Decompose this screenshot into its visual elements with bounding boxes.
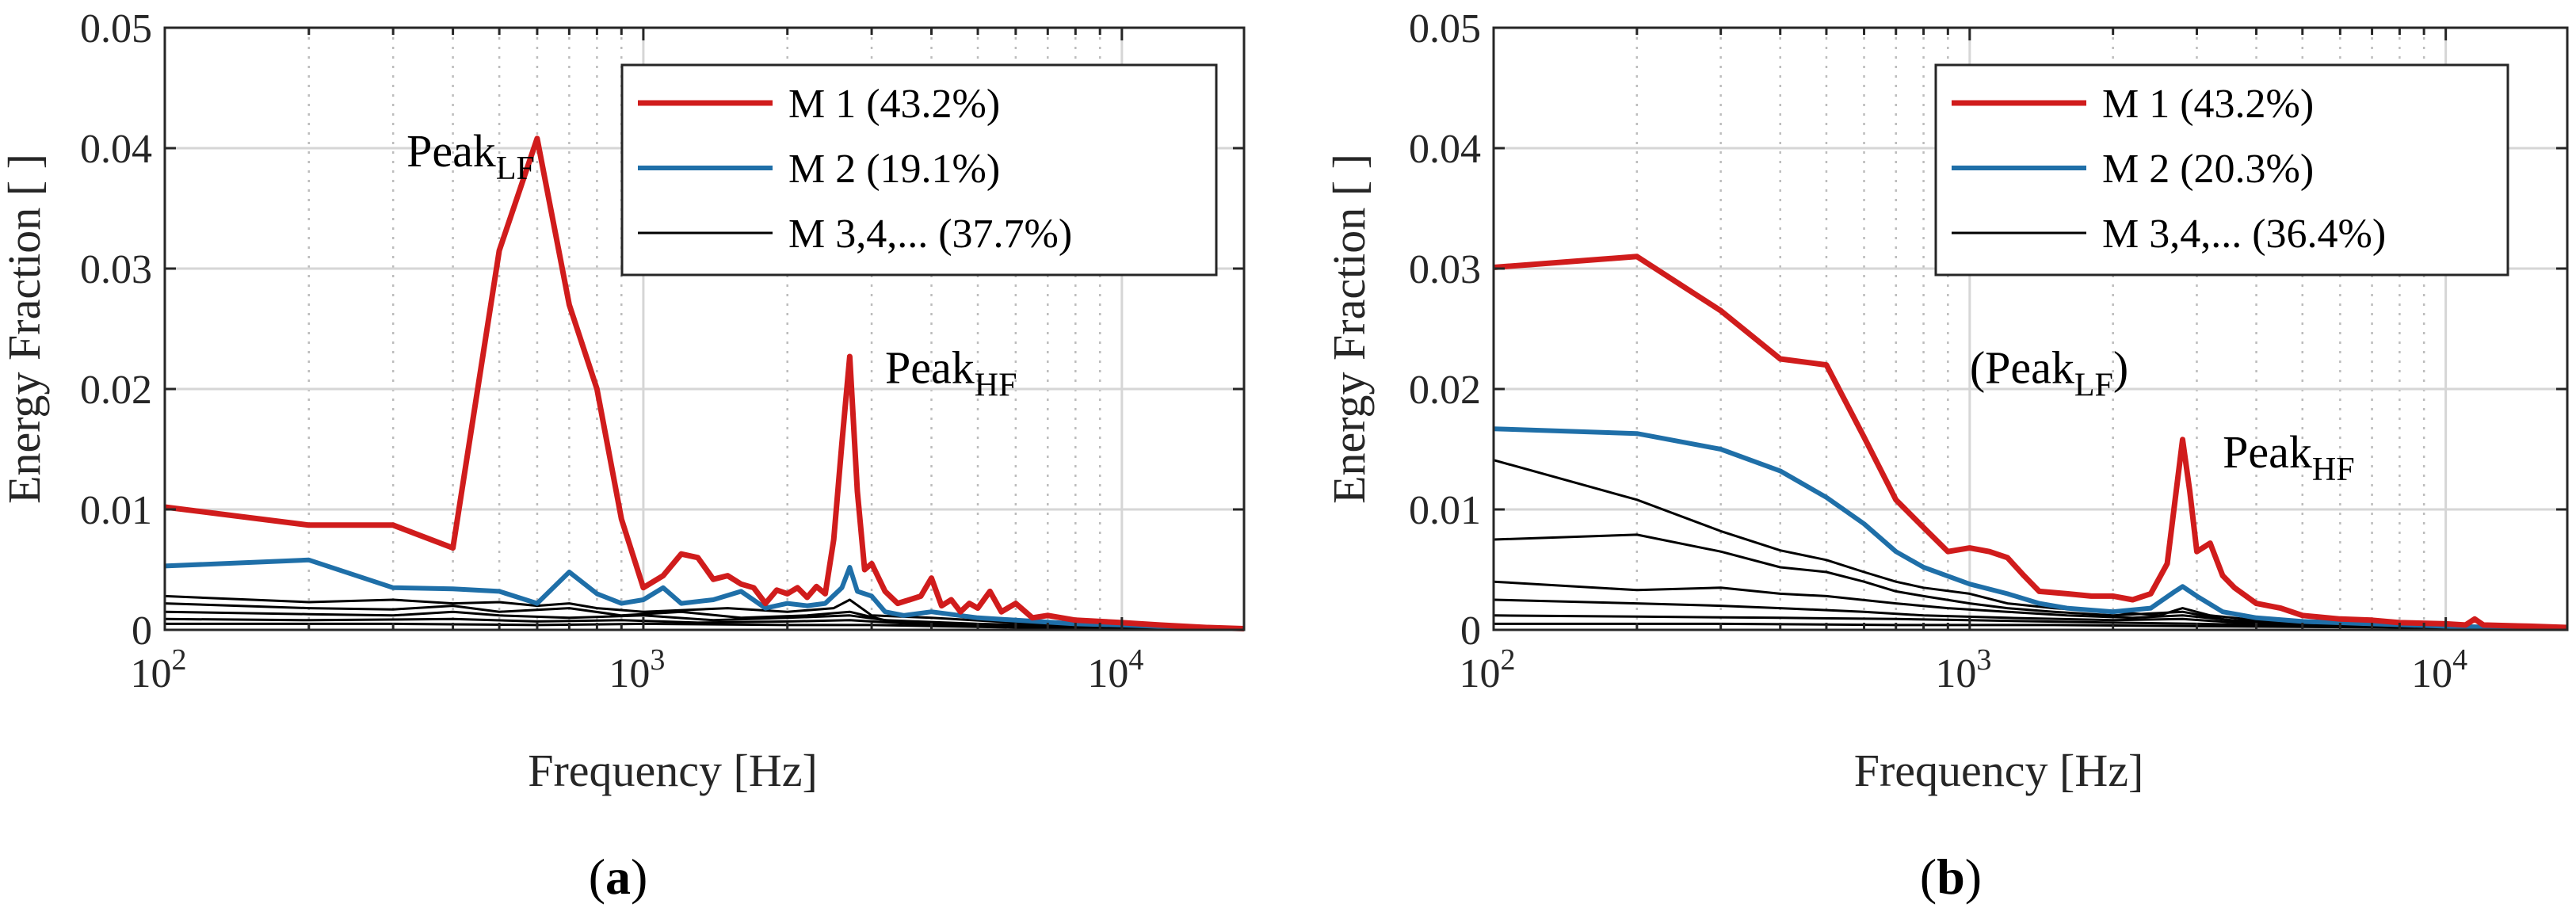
peak-annotation: PeakLF <box>406 125 535 187</box>
x-axis-label: Frequency [Hz] <box>1854 745 2144 796</box>
x-tick-base: 10 <box>1460 651 1501 696</box>
panel-label: (b) <box>1920 849 1982 905</box>
panel-label-close: ) <box>631 849 647 905</box>
series-line-m-4 <box>1493 533 2568 630</box>
x-tick-exponent: 4 <box>1128 643 1143 677</box>
y-tick-label: 0.01 <box>1409 488 1481 533</box>
legend-entry: M 2 (20.3%) <box>2102 147 2314 192</box>
annotation-main: Peak <box>1985 341 2074 393</box>
legend-entry: M 3,4,... (36.4%) <box>2102 212 2386 257</box>
x-tick-label: 104 <box>1087 643 1143 696</box>
peak-annotation: PeakHF <box>2223 426 2354 488</box>
panel-label: (a) <box>589 849 648 905</box>
legend-entry: M 1 (43.2%) <box>2102 82 2314 127</box>
x-axis-label: Frequency [Hz] <box>528 745 818 796</box>
x-axis: 102 103 104 <box>131 28 1143 696</box>
annotation-subscript: HF <box>2312 452 2355 488</box>
x-tick-exponent: 3 <box>650 643 665 677</box>
y-axis: 0 0.01 0.02 0.03 0.04 0.05 <box>80 6 1244 654</box>
plot-frame <box>1492 26 2569 631</box>
y-tick-label: 0.03 <box>80 247 152 292</box>
series-line-m-1 <box>1493 254 2568 631</box>
y-tick-label: 0 <box>132 608 152 654</box>
annotation-main: Peak <box>885 341 975 393</box>
panel-label-letter: b <box>1937 849 1965 905</box>
y-tick-label: 0.02 <box>80 368 152 413</box>
y-tick-label: 0.03 <box>1409 247 1481 292</box>
x-tick-base: 10 <box>1935 651 1976 696</box>
panel-label-open: ( <box>1920 849 1937 905</box>
series-line-m-6 <box>1493 598 2568 630</box>
legend: M 1 (43.2%) M 2 (19.1%) M 3,4,... (37.7%) <box>620 63 1218 277</box>
series-line-m-5 <box>164 610 1245 630</box>
annotation-subscript: LF <box>496 151 535 187</box>
x-tick-exponent: 2 <box>172 643 187 677</box>
peak-annotation: PeakHF <box>885 341 1017 403</box>
y-tick-label: 0.02 <box>1409 368 1481 413</box>
series-line-m-4 <box>164 602 1245 630</box>
legend-entry: M 3,4,... (37.7%) <box>788 212 1072 257</box>
x-tick-label: 104 <box>2411 643 2467 696</box>
y-tick-label: 0.05 <box>80 6 152 51</box>
legend-entry: M 1 (43.2%) <box>788 82 1000 127</box>
x-tick-exponent: 4 <box>2452 643 2467 677</box>
x-tick-exponent: 3 <box>1976 643 1991 677</box>
x-tick-exponent: 2 <box>1501 643 1516 677</box>
y-axis-label: Energy Fraction [ ] <box>0 154 50 504</box>
panel-label-close: ) <box>1965 849 1982 905</box>
annotation-main: Peak <box>2223 426 2312 478</box>
y-tick-label: 0.05 <box>1409 6 1481 51</box>
x-tick-base: 10 <box>609 651 650 696</box>
series-line-m-2 <box>164 557 1245 631</box>
legend: M 1 (43.2%) M 2 (20.3%) M 3,4,... (36.4%) <box>1934 63 2509 277</box>
y-axis: 0 0.01 0.02 0.03 0.04 0.05 <box>1409 6 2567 654</box>
y-tick-label: 0.01 <box>80 488 152 533</box>
panel-label-open: ( <box>589 849 605 905</box>
panel-label-letter: a <box>605 849 631 905</box>
legend-entry: M 2 (19.1%) <box>788 147 1000 192</box>
series-line-m-2 <box>1493 426 2568 631</box>
legend-box <box>620 63 1218 277</box>
annotation-subscript: HF <box>975 367 1017 403</box>
x-tick-label: 102 <box>131 643 187 696</box>
annotation-prefix: ( <box>1970 341 1985 393</box>
x-tick-base: 10 <box>131 651 172 696</box>
x-tick-base: 10 <box>1087 651 1128 696</box>
y-tick-label: 0 <box>1460 608 1481 654</box>
annotation-suffix: ) <box>2113 341 2128 393</box>
x-tick-base: 10 <box>2411 651 2452 696</box>
x-tick-label: 103 <box>609 643 665 696</box>
y-axis-label: Energy Fraction [ ] <box>1323 154 1375 504</box>
series-group <box>164 135 1245 631</box>
series-line-m-6 <box>164 617 1245 630</box>
annotation-main: Peak <box>406 125 496 177</box>
series-group <box>1493 254 2568 631</box>
y-tick-label: 0.04 <box>1409 127 1481 172</box>
y-tick-label: 0.04 <box>80 127 152 172</box>
series-line-m-1 <box>164 135 1245 631</box>
x-tick-label: 102 <box>1460 643 1516 696</box>
annotation-subscript: LF <box>2074 367 2113 403</box>
plot-frame <box>163 26 1246 631</box>
x-tick-label: 103 <box>1935 643 1991 696</box>
series-line-m-3 <box>164 594 1245 630</box>
x-axis: 102 103 104 <box>1460 28 2467 696</box>
peak-annotation: (PeakLF) <box>1970 341 2128 403</box>
